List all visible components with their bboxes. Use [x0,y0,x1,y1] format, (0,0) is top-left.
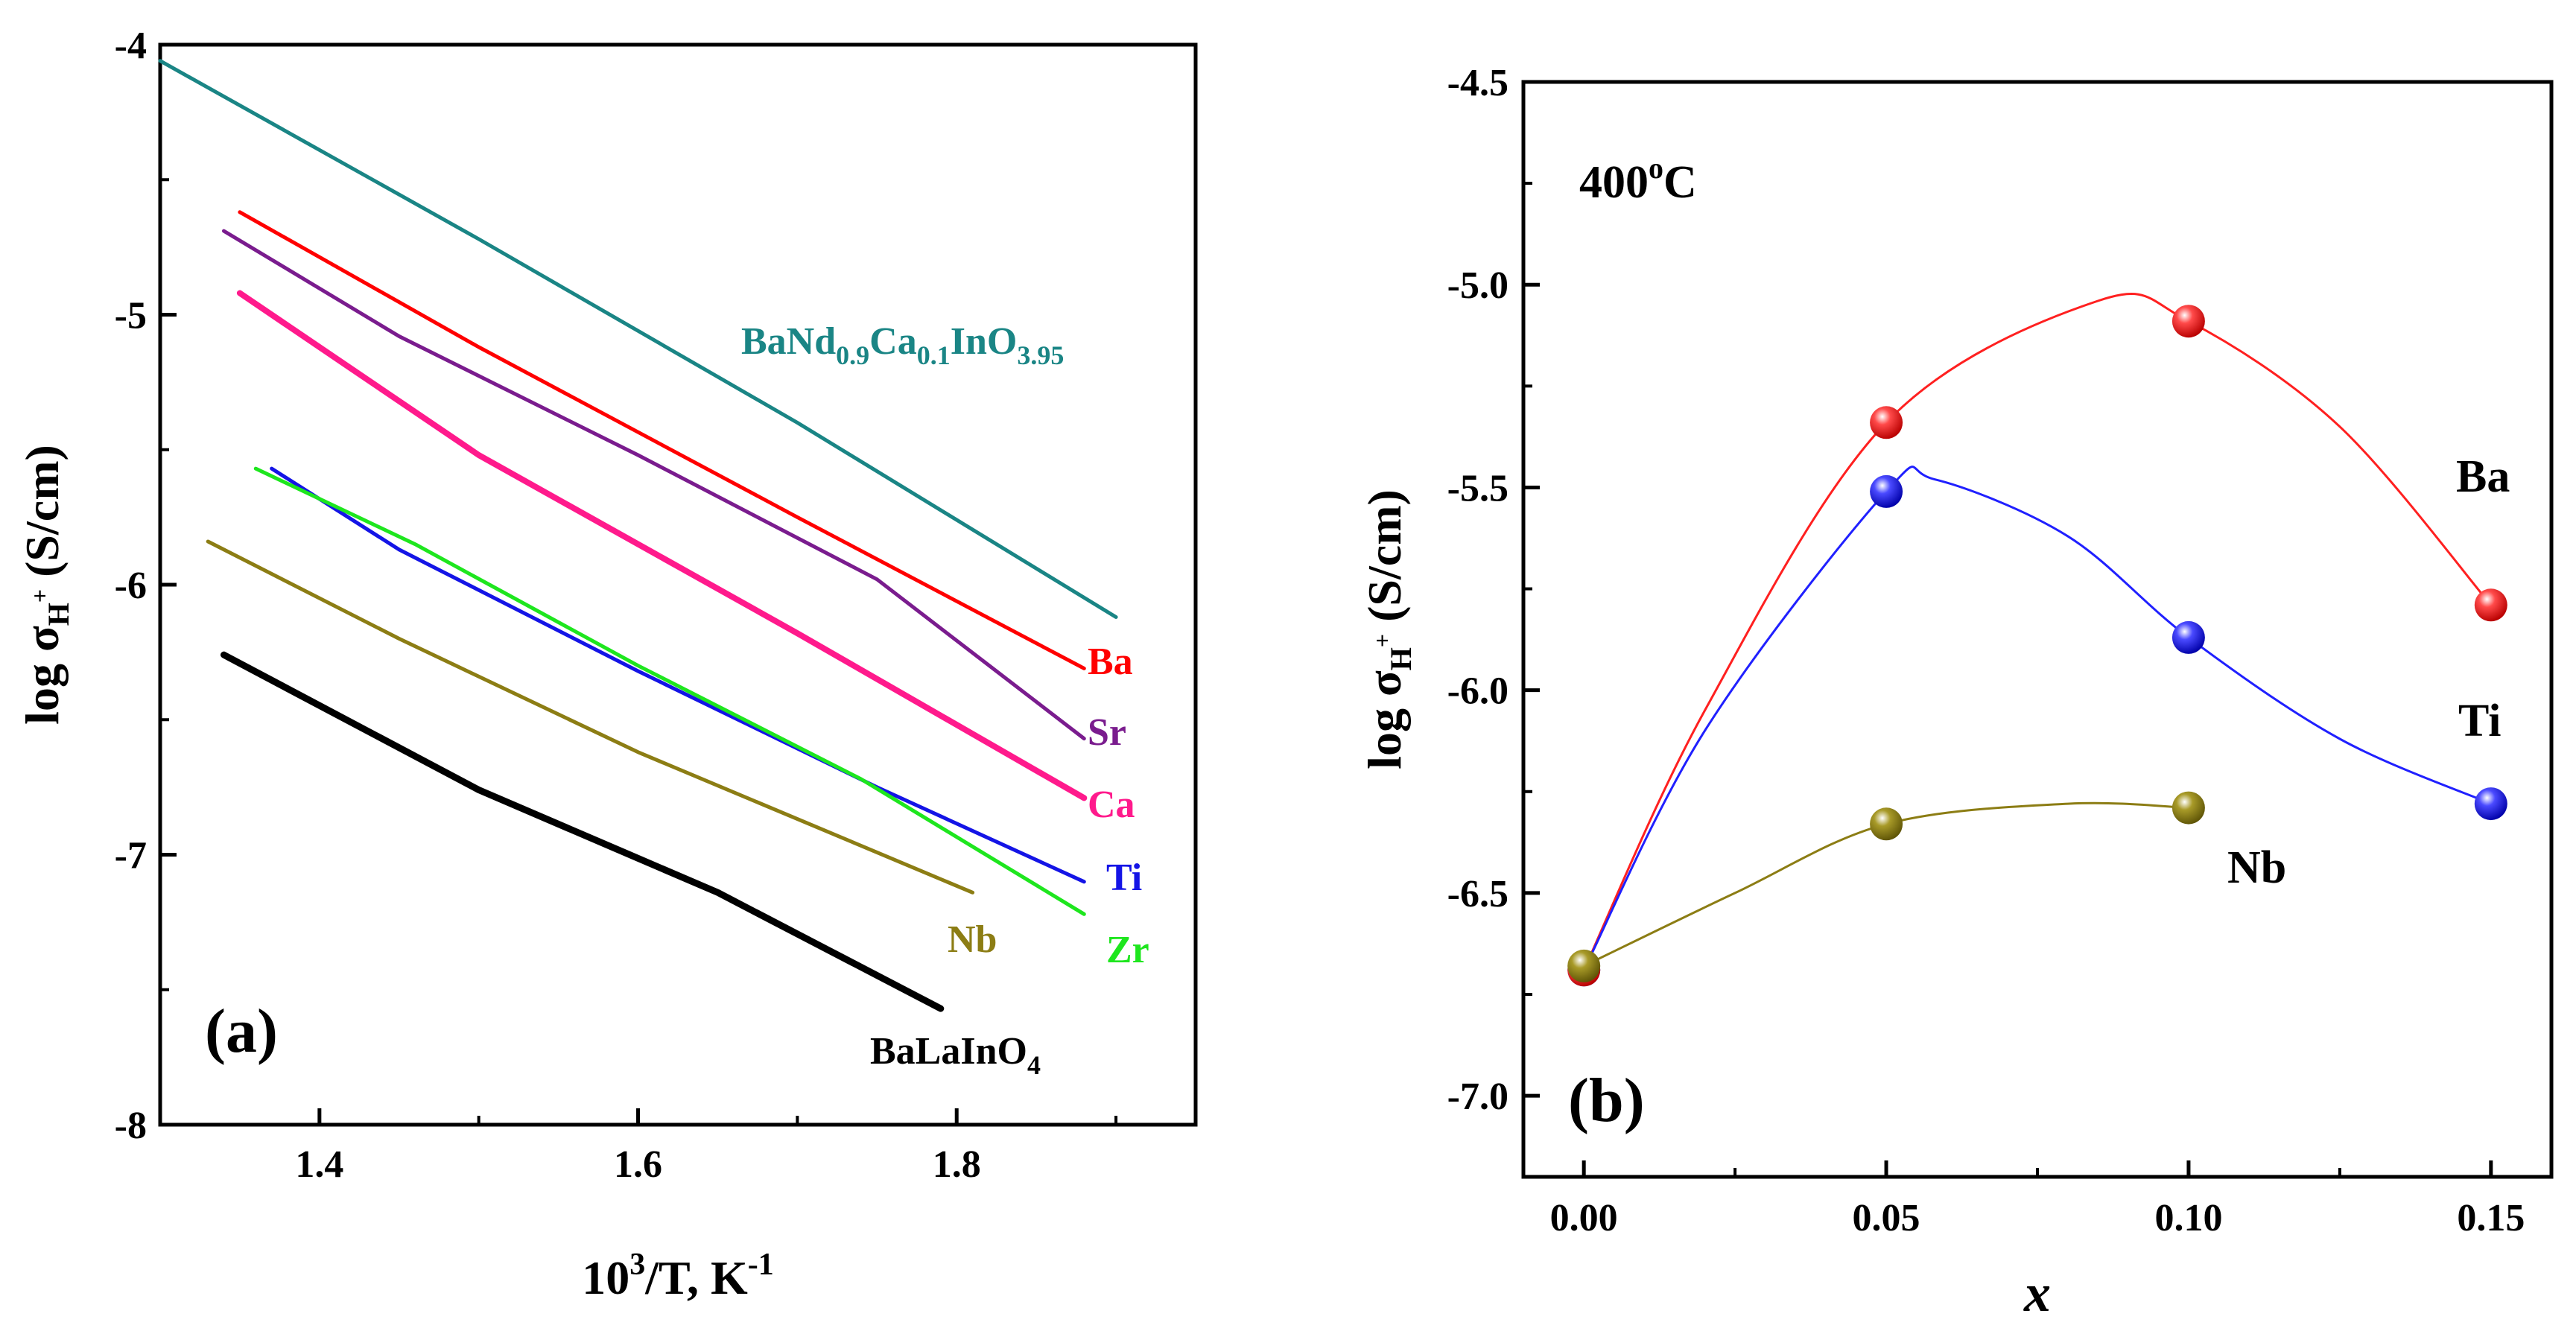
ylabel-b-sub: H [1384,647,1418,670]
panel-a: -4-5-6-7-81.4 1.6 1.8 BaNd0.9Ca0.1InO3.95 … [16,25,1198,1304]
ylabel-b-sup: + [1368,634,1395,647]
series-line-ti [270,466,1086,884]
b-ytick-label: -7.0 [1447,1076,1509,1118]
panel-a-tag: (a) [205,997,278,1066]
b-ytick-label: -6.0 [1447,670,1509,713]
label-ti-b: Ti [2458,696,2501,746]
ylabel-b-log: log σ [1358,670,1411,769]
panel-b-curves [1582,293,2492,971]
label-bandca: BaNd0.9Ca0.1InO3.95 [741,320,1064,370]
xlabel-a-rest: /T, K [644,1251,748,1304]
point-ti [2171,620,2205,654]
a-xtick-label: 1.4 [295,1143,343,1186]
ylabel-a-log: log σ [16,626,69,725]
annotation-400c-sup: o [1649,151,1663,185]
annotation-400c-tail: C [1663,157,1697,208]
panel-a-xlabel: 103/T, K-1 [582,1248,774,1304]
label-zr-a: Zr [1106,929,1149,971]
label-ba-a: Ba [1088,641,1133,683]
label-nb-b: Nb [2227,842,2286,893]
fit-curve-ti [1582,466,2492,971]
a-ytick-label: -4 [115,25,147,67]
label-balaino4: BaLaInO4 [870,1030,1041,1080]
panel-a-lines [158,59,1118,1012]
panel-b-ticks: -4.5 -5.0 -5.5 -6.0 -6.5 -7.0 0.00 0.05 0.10 0.15 [1447,62,2525,1239]
point-ba [2171,305,2205,338]
b-xtick-label: 0.15 [2457,1197,2525,1239]
b-xtick-label: 0.10 [2154,1197,2222,1239]
ylabel-b-unit: (S/cm) [1358,489,1411,634]
point-ba [1870,406,1903,439]
panel-b-plot-frame [1521,80,2554,1179]
label-bandca-sub3: 3.95 [1017,340,1064,370]
panel-b-points [1567,305,2507,987]
a-ytick-label: -6 [115,565,147,607]
annotation-400c: 400oC [1579,151,1697,208]
xlabel-a-sup2: -1 [748,1248,774,1282]
a-ytick-label: -5 [115,295,147,337]
b-ytick-label: -4.5 [1447,62,1509,104]
panel-b-tag: (b) [1568,1066,1645,1135]
label-bandca-part1: BaNd [741,320,836,363]
point-nb [1567,949,1601,982]
label-ca-a: Ca [1088,784,1135,826]
b-xtick-label: 0.05 [1853,1197,1920,1239]
a-ytick-label: -8 [115,1105,147,1147]
a-xtick-label: 1.6 [614,1143,662,1186]
series-line-sr [222,229,1086,741]
point-ba [2474,588,2507,622]
series-line-band09ca01ino395 [158,59,1118,619]
series-line-balaino4 [221,651,945,1012]
annotation-400c-value: 400 [1579,157,1649,208]
label-sr-a: Sr [1088,711,1126,754]
ylabel-a-unit: (S/cm) [16,445,69,589]
series-line-ca [236,290,1088,801]
label-ti-a: Ti [1106,857,1142,899]
ylabel-a-sub: H [42,603,75,626]
a-ytick-label: -7 [115,835,147,877]
label-bandca-sub1: 0.9 [836,340,869,370]
label-ba-b: Ba [2456,451,2510,502]
xlabel-a-sup: 3 [629,1248,645,1282]
ylabel-a-sup: + [26,589,53,603]
panel-a-ticks: -4 -5 -6 -7 -8 1.4 1.6 1.8 [115,25,1118,1186]
b-ytick-label: -5.5 [1447,467,1509,509]
series-line-zr [253,466,1086,916]
panel-b: -4.5 -5.0 -5.5 -6.0 -6.5 -7.0 0.00 0.05 0.10 0.15… [1358,62,2554,1323]
point-ti [1870,474,1903,508]
fit-curve-ba [1582,293,2492,971]
b-ytick-label: -6.5 [1447,873,1509,915]
a-xtick-label: 1.8 [933,1143,981,1186]
point-nb [2171,791,2205,825]
label-bandca-sub2: 0.1 [917,340,951,370]
series-line-nb [206,539,975,895]
label-balaino4-main: BaLaInO [870,1030,1027,1073]
panel-a-ylabel: log σH+ (S/cm) [16,445,75,725]
point-nb [1870,807,1903,841]
label-bandca-part2: Ca [869,320,917,363]
xlabel-a-base: 10 [582,1251,629,1304]
label-bandca-part3: InO [951,320,1018,363]
b-ytick-label: -5.0 [1447,264,1509,307]
point-ti [2474,787,2507,821]
b-xtick-label: 0.00 [1550,1197,1618,1239]
panel-a-plot-frame [158,42,1198,1127]
series-line-ba [238,210,1086,670]
panel-b-ylabel: log σH+ (S/cm) [1358,489,1418,769]
label-nb-a: Nb [948,918,997,961]
label-balaino4-sub: 4 [1027,1050,1041,1080]
panel-b-xlabel: x [2023,1263,2051,1323]
